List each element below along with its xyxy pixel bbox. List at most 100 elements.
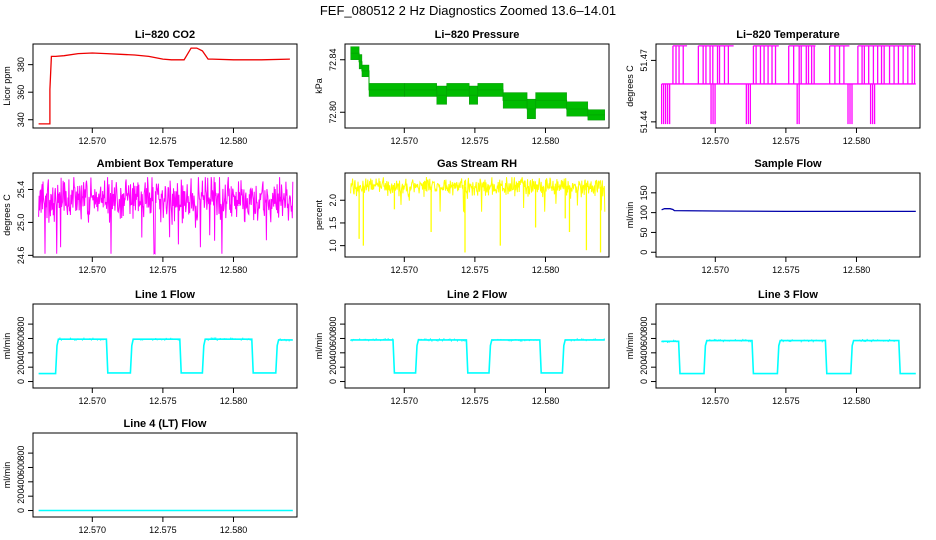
y-tick-label: 24.6 [16, 247, 26, 265]
x-tick-label: 12.580 [843, 265, 871, 275]
x-tick-label: 12.580 [220, 396, 248, 406]
panel-line-1-flow: Line 1 Flow 12.570 12.575 12.580 0 2004006008… [2, 289, 298, 406]
panel-sample-flow: Sample Flow 12.570 12.575 12.580 0 50 100 150 ml… [625, 158, 921, 275]
panel-box-temperature: Ambient Box Temperature 12.570 12.575 12.58… [2, 158, 298, 275]
y-tick-label: 51.44 [639, 111, 649, 134]
y-tick-label: 72.80 [328, 101, 338, 124]
y-tick-label: 0 [639, 379, 649, 384]
x-axis: 12.570 12.575 12.580 [391, 388, 560, 406]
y-tick-label: 600 [639, 331, 649, 346]
y-axis-label: ml/min [2, 333, 12, 360]
panel-co2: Li−820 CO2 12.570 12.575 12.580 340 360 380 Lic… [2, 29, 298, 146]
x-axis: 12.570 12.575 12.580 [702, 128, 871, 146]
x-tick-label: 12.575 [149, 396, 177, 406]
plot-area [38, 177, 294, 255]
y-tick-label: 800 [16, 317, 26, 332]
y-tick-label: 200 [328, 360, 338, 375]
x-tick-label: 12.570 [79, 265, 107, 275]
y-tick-label: 400 [16, 474, 26, 489]
panel-title: Line 4 (LT) Flow [124, 418, 207, 430]
y-axis-label: ml/min [314, 333, 324, 360]
x-tick-label: 12.575 [149, 265, 177, 275]
plot-frame [32, 43, 298, 129]
low-switch-band [796, 83, 800, 125]
y-tick-label: 0 [16, 508, 26, 513]
x-tick-label: 12.580 [532, 396, 560, 406]
plot-area [38, 47, 290, 125]
y-axis-label: ml/min [625, 333, 635, 360]
series-line [350, 176, 606, 214]
high-switch-band [672, 45, 688, 84]
series-line [350, 52, 605, 116]
panel-title: Line 1 Flow [135, 289, 195, 301]
panel-title: Li−820 CO2 [135, 29, 195, 41]
low-switch-band [660, 83, 671, 125]
plot-frame [344, 172, 610, 258]
x-tick-label: 12.575 [772, 265, 800, 275]
high-switch-band [857, 45, 916, 84]
y-tick-label: 600 [16, 460, 26, 475]
panel-licor-temperature: Li−820 Temperature 12.570 12.575 12.580 51.4… [625, 29, 921, 146]
x-tick-label: 12.575 [772, 136, 800, 146]
x-tick-label: 12.570 [702, 396, 730, 406]
x-tick-label: 12.570 [702, 265, 730, 275]
panel-title: Sample Flow [754, 158, 822, 170]
plot-frame [655, 43, 921, 129]
plot-frame [32, 303, 298, 389]
y-tick-label: 51.47 [639, 49, 649, 72]
y-tick-label: 200 [16, 489, 26, 504]
low-switch-band [869, 83, 876, 125]
y-tick-label: 25.4 [16, 181, 26, 199]
y-axis: 51.44 51.47 [639, 49, 656, 133]
x-tick-label: 12.580 [843, 136, 871, 146]
y-tick-label: 200 [16, 360, 26, 375]
high-switch-band [788, 45, 816, 84]
x-tick-label: 12.580 [532, 265, 560, 275]
y-tick-label: 380 [16, 57, 26, 72]
x-axis: 12.570 12.575 12.580 [391, 128, 559, 146]
y-axis: 0 50 100 150 [639, 185, 656, 255]
panel-line-4-flow: Line 4 (LT) Flow 12.570 12.575 12.580 0 20040… [2, 418, 298, 535]
panel-gas-stream-rh: Gas Stream RH 12.570 12.575 12.580 1.0 1.5 2.0… [314, 158, 610, 275]
y-axis: 72.80 72.84 [328, 48, 345, 124]
x-tick-label: 12.575 [461, 265, 489, 275]
plot-area [350, 176, 606, 253]
y-axis-label: Licor ppm [2, 66, 12, 106]
plot-area [661, 208, 916, 213]
y-tick-label: 600 [328, 331, 338, 346]
y-axis: 24.6 25.0 25.4 [16, 181, 33, 264]
x-tick-label: 12.580 [843, 396, 871, 406]
series-line [38, 338, 293, 375]
x-axis: 12.570 12.575 12.580 [702, 388, 871, 406]
series-line [661, 339, 916, 375]
y-axis: 1.0 1.5 2.0 [328, 194, 345, 252]
x-tick-label: 12.570 [391, 136, 419, 146]
x-tick-label: 12.570 [391, 396, 419, 406]
y-tick-label: 600 [16, 331, 26, 346]
high-switch-band [697, 45, 734, 84]
x-tick-label: 12.575 [461, 136, 489, 146]
high-switch-band [752, 45, 779, 84]
panel-title: Line 3 Flow [758, 289, 818, 301]
series-line [661, 208, 916, 213]
y-tick-label: 200 [639, 360, 649, 375]
y-axis: 340 360 380 [16, 57, 33, 127]
panel-title: Gas Stream RH [437, 158, 517, 170]
x-axis: 12.570 12.575 12.580 [702, 257, 871, 275]
x-axis: 12.570 12.575 12.580 [79, 128, 247, 146]
series-jitter [350, 338, 605, 342]
y-tick-label: 1.0 [328, 239, 338, 252]
y-tick-label: 800 [16, 446, 26, 461]
plot-frame [344, 303, 610, 389]
panel-line-2-flow: Line 2 Flow 12.570 12.575 12.580 0 2004006008… [314, 289, 610, 406]
y-axis-label: percent [314, 199, 324, 230]
y-tick-label: 0 [328, 379, 338, 384]
y-tick-label: 340 [16, 112, 26, 127]
x-tick-label: 12.570 [79, 396, 107, 406]
y-tick-label: 800 [639, 317, 649, 332]
x-tick-label: 12.570 [79, 525, 107, 535]
